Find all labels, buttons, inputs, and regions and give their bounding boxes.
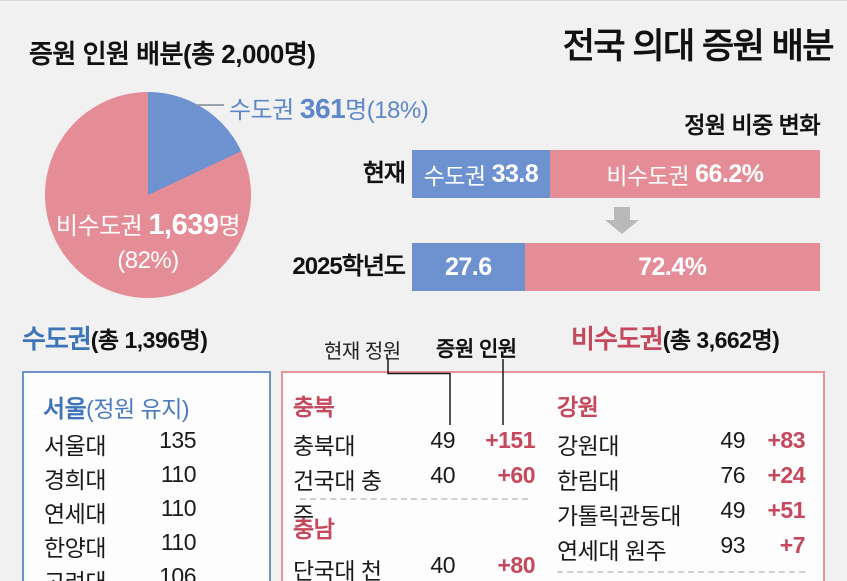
table-row: 서울대 135	[44, 427, 196, 459]
region-header-gangwon: 강원	[557, 394, 599, 420]
table-row: 충북대 49 +151	[293, 427, 536, 459]
table-row: 한양대 110	[44, 529, 197, 561]
bar-segment-capital-2025: 27.6	[412, 243, 525, 291]
noncapital-section-title: 비수도권(총 3,662명)	[571, 324, 780, 354]
pie-chart-title: 증원 인원 배분(총 2,000명)	[29, 39, 316, 69]
noncapital-table-box	[281, 371, 825, 581]
table-row: 연세대 원주 93 +7	[557, 532, 806, 564]
region-header-chungbuk: 충북	[293, 394, 335, 420]
bar-row-current-label: 현재	[362, 160, 406, 187]
pie-inner-line1: 비수도권 1,639명	[55, 209, 241, 241]
region-header-chungnam: 충남	[293, 516, 335, 542]
bar-segment-noncapital-current: 비수도권 66.2%	[549, 150, 820, 198]
seoul-region-header: 서울(정원 유지)	[43, 396, 190, 423]
bar-segment-noncapital-2025: 72.4%	[524, 243, 820, 291]
table-row: 경희대 110	[44, 461, 197, 493]
ratio-section-title: 정원 비중 변화	[684, 112, 820, 138]
column-header-increase: 증원 인원	[436, 338, 517, 361]
down-arrow-icon	[605, 207, 639, 234]
table-row: 가톨릭관동대 49 +51	[557, 497, 806, 529]
stacked-bar-current: 수도권 33.8 비수도권 66.2%	[412, 150, 820, 198]
stacked-bar-2025: 27.6 72.4%	[412, 243, 820, 291]
table-row: 건국대 충주 40 +60	[293, 462, 536, 528]
pie-inner-line2: (82%)	[117, 247, 179, 274]
bar-row-current: 현재 수도권 33.8 비수도권 66.2%	[277, 150, 820, 198]
pie-inner-label: 비수도권 1,639명 (82%)	[45, 208, 251, 278]
capital-table-box	[22, 371, 271, 581]
pie-chart	[45, 92, 251, 298]
pie-callout-label: 수도권 361명(18%)	[229, 93, 429, 124]
page-title: 전국 의대 증원 배분	[562, 27, 835, 66]
table-row: 고려대106	[44, 563, 196, 581]
table-row: 연세대 110	[44, 495, 197, 527]
section-divider	[300, 498, 528, 500]
table-row: 단국대 천안40+80	[293, 552, 536, 581]
bar-row-2025-label: 2025학년도	[292, 253, 406, 280]
bar-row-2025: 2025학년도 27.6 72.4%	[277, 243, 820, 291]
column-header-current: 현재 정원	[324, 341, 401, 363]
bar-segment-capital-current: 수도권 33.8	[412, 150, 550, 198]
capital-section-title: 수도권(총 1,396명)	[22, 324, 208, 354]
table-row: 한림대 76 +24	[557, 462, 806, 494]
section-divider	[557, 571, 805, 573]
table-row: 강원대 49 +83	[557, 427, 806, 459]
